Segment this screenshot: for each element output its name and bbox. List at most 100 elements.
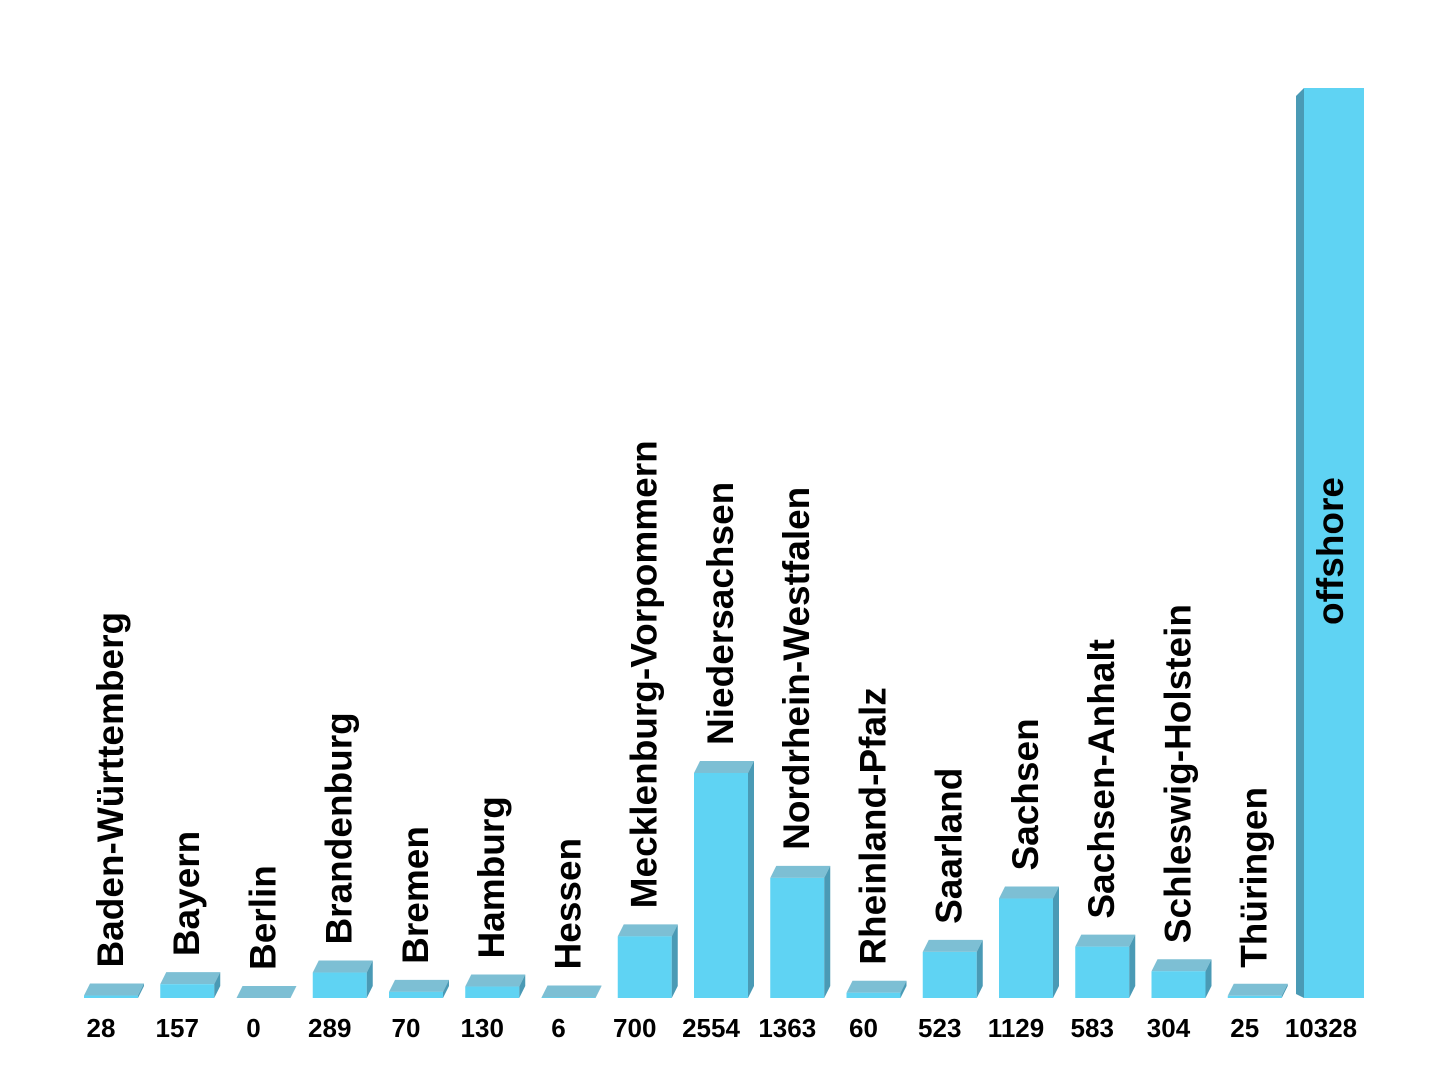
category-label-baden-w-rttemberg: Baden-Württemberg [90, 612, 131, 968]
value-label-niedersachsen: 2554 [682, 1013, 740, 1043]
value-label-rheinland-pfalz: 60 [849, 1013, 878, 1043]
bar-side-th-ringen [1281, 983, 1288, 998]
bar-top-bayern [160, 972, 221, 985]
category-label-hessen: Hessen [548, 838, 589, 970]
bar-top-rheinland-pfalz [846, 980, 907, 993]
bar-side-sachsen-anhalt [1129, 934, 1136, 998]
category-label-th-ringen: Thüringen [1234, 787, 1275, 968]
bar-front-hamburg [465, 986, 520, 998]
bar-top-niedersachsen [694, 760, 754, 773]
category-label-sachsen-anhalt: Sachsen-Anhalt [1081, 639, 1122, 919]
bar-top-schleswig-holstein [1151, 959, 1212, 972]
bar-berlin [236, 986, 297, 998]
value-label-baden-w-rttemberg: 28 [87, 1013, 116, 1043]
bar-side-hessen [595, 985, 602, 998]
bar-front-niedersachsen [694, 772, 748, 998]
value-label-offshore: 10328 [1285, 1013, 1357, 1043]
value-labels-layer: 28 157 0 289 70 130 6 700 2554 1363 60 523 1129 583 30… [87, 1013, 1358, 1043]
bar-top-saarland [922, 939, 983, 952]
category-labels-layer: Baden-Württemberg Bayern Berlin Brandenburg… [90, 440, 1351, 970]
bar-side-sachsen [1053, 886, 1059, 998]
bar-side-bremen [443, 979, 449, 998]
value-label-mecklenburg-vorpommern: 700 [613, 1013, 656, 1043]
value-label-berlin: 0 [246, 1013, 260, 1043]
bar-bremen [389, 979, 449, 998]
category-label-nordrhein-westfalen: Nordrhein-Westfalen [776, 487, 817, 850]
value-label-nordrhein-westfalen: 1363 [758, 1013, 816, 1043]
bar-side-baden-w-rttemberg [138, 983, 144, 998]
bar-front-nordrhein-westfalen [770, 877, 825, 998]
bar-top-sachsen [999, 886, 1059, 899]
bar-nordrhein-westfalen [770, 865, 831, 998]
bar-front-th-ringen [1227, 995, 1282, 998]
bar-side-hamburg [519, 974, 526, 998]
value-label-sachsen: 1129 [988, 1013, 1044, 1043]
bar-side-rheinland-pfalz [900, 980, 907, 998]
bar-side-bayern [214, 972, 221, 998]
bar-front-hessen [541, 997, 596, 998]
category-label-berlin: Berlin [243, 865, 284, 970]
category-label-offshore: offshore [1310, 477, 1351, 625]
bar-front-sachsen [999, 898, 1053, 998]
bar-brandenburg [312, 960, 373, 998]
bar-side-mecklenburg-vorpommern [671, 924, 678, 998]
bar-front-offshore [1304, 88, 1364, 998]
bar-side-schleswig-holstein [1205, 959, 1212, 998]
value-label-bremen: 70 [392, 1013, 421, 1043]
bar-top-hamburg [465, 974, 526, 987]
bar-side-niedersachsen [748, 760, 754, 998]
value-label-brandenburg: 289 [308, 1013, 351, 1043]
category-label-bayern: Bayern [166, 831, 207, 956]
bar-bayern [160, 972, 221, 998]
bar-front-brandenburg [312, 972, 367, 998]
value-label-saarland: 523 [918, 1013, 961, 1043]
bar-front-bremen [389, 991, 443, 998]
bar-side-brandenburg [366, 960, 373, 998]
bar-top-sachsen-anhalt [1075, 934, 1136, 947]
bar-hessen [541, 985, 602, 998]
bar-front-bayern [160, 984, 215, 998]
bar-side-saarland [976, 939, 983, 998]
bar-top-berlin [236, 986, 297, 998]
bar-th-ringen [1227, 983, 1288, 998]
value-label-sachsen-anhalt: 583 [1071, 1013, 1114, 1043]
value-label-hessen: 6 [551, 1013, 565, 1043]
bar-niedersachsen [694, 760, 754, 998]
category-label-schleswig-holstein: Schleswig-Holstein [1158, 604, 1199, 943]
bar-front-rheinland-pfalz [846, 992, 901, 998]
value-label-th-ringen: 25 [1230, 1013, 1259, 1043]
value-label-bayern: 157 [156, 1013, 199, 1043]
category-label-hamburg: Hamburg [471, 796, 512, 958]
bar-offshore [1296, 88, 1364, 998]
bar-top-mecklenburg-vorpommern [617, 924, 678, 937]
bar-front-saarland [922, 951, 977, 998]
bar-side-offshore [1296, 88, 1304, 998]
bar-rheinland-pfalz [846, 980, 907, 998]
bars-layer [84, 88, 1364, 998]
category-label-bremen: Bremen [395, 826, 436, 964]
bar-front-sachsen-anhalt [1075, 946, 1130, 998]
bar-top-th-ringen [1227, 983, 1288, 996]
bar-front-schleswig-holstein [1151, 971, 1206, 998]
category-label-sachsen: Sachsen [1005, 718, 1046, 870]
bar-side-nordrhein-westfalen [824, 865, 831, 998]
bar-top-nordrhein-westfalen [770, 865, 831, 878]
bar-top-brandenburg [312, 960, 373, 973]
bar-baden-w-rttemberg [84, 983, 144, 998]
bar-sachsen-anhalt [1075, 934, 1136, 998]
bar-top-baden-w-rttemberg [84, 983, 144, 996]
bar-saarland [922, 939, 983, 998]
value-label-hamburg: 130 [461, 1013, 504, 1043]
bar-hamburg [465, 974, 526, 998]
bar-top-bremen [389, 979, 449, 992]
bar-front-mecklenburg-vorpommern [617, 936, 672, 998]
category-label-brandenburg: Brandenburg [319, 712, 360, 944]
bar-top-hessen [541, 985, 602, 998]
bar-front-baden-w-rttemberg [84, 995, 138, 998]
bar-sachsen [999, 886, 1059, 998]
value-label-schleswig-holstein: 304 [1147, 1013, 1191, 1043]
bar-mecklenburg-vorpommern [617, 924, 678, 998]
bar-schleswig-holstein [1151, 959, 1212, 998]
